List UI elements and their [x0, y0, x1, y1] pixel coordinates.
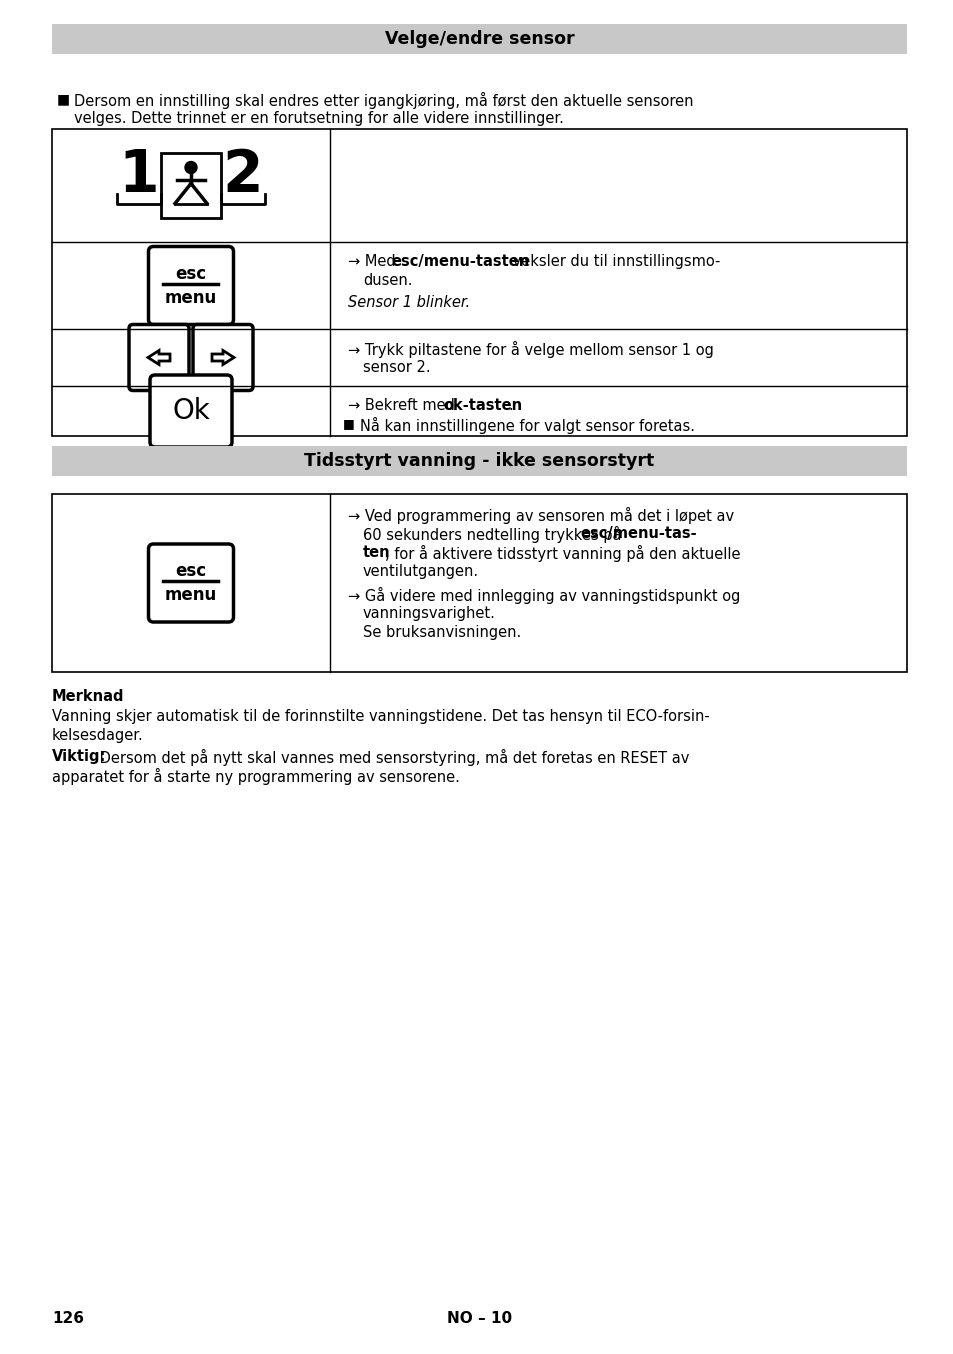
- Text: kelsesdager.: kelsesdager.: [52, 728, 144, 743]
- Text: Tidsstyrt vanning - ikke sensorstyrt: Tidsstyrt vanning - ikke sensorstyrt: [304, 452, 654, 470]
- Text: esc: esc: [175, 265, 207, 283]
- Text: ■: ■: [57, 92, 71, 106]
- Text: → Trykk piltastene for å velge mellom sensor 1 og: → Trykk piltastene for å velge mellom se…: [348, 341, 713, 357]
- Text: esc/menu-tasten: esc/menu-tasten: [391, 255, 529, 269]
- Bar: [52, 24, 906, 54]
- Text: Se bruksanvisningen.: Se bruksanvisningen.: [363, 626, 520, 640]
- FancyBboxPatch shape: [193, 325, 253, 390]
- FancyBboxPatch shape: [150, 375, 232, 447]
- Text: → Bekreft med: → Bekreft med: [348, 398, 459, 413]
- Text: Sensor 1 blinker.: Sensor 1 blinker.: [348, 295, 470, 310]
- Text: 1: 1: [118, 148, 159, 204]
- Text: Viktig:: Viktig:: [52, 749, 107, 764]
- Circle shape: [185, 161, 196, 173]
- Text: sensor 2.: sensor 2.: [363, 360, 430, 375]
- Text: ■: ■: [343, 417, 355, 431]
- Text: ventilutgangen.: ventilutgangen.: [363, 565, 478, 580]
- Bar: [161, 153, 221, 218]
- Text: → Ved programmering av sensoren må det i løpet av: → Ved programmering av sensoren må det i…: [348, 506, 734, 524]
- Text: → Med: → Med: [348, 255, 400, 269]
- Text: → Gå videre med innlegging av vanningstidspunkt og: → Gå videre med innlegging av vanningsti…: [348, 588, 740, 604]
- Text: Dersom en innstilling skal endres etter igangkjøring, må først den aktuelle sens: Dersom en innstilling skal endres etter …: [74, 92, 693, 110]
- Bar: [52, 445, 906, 477]
- FancyBboxPatch shape: [149, 246, 233, 325]
- Text: esc/menu-tas-: esc/menu-tas-: [579, 525, 696, 542]
- Text: 60 sekunders nedtelling trykkes på: 60 sekunders nedtelling trykkes på: [363, 525, 625, 543]
- Polygon shape: [212, 351, 233, 364]
- Text: Ok: Ok: [172, 397, 210, 425]
- Text: NO – 10: NO – 10: [446, 1311, 512, 1326]
- Text: Merknad: Merknad: [52, 689, 125, 704]
- Text: 2: 2: [222, 148, 263, 204]
- Text: , for å aktivere tidsstyrt vanning på den aktuelle: , for å aktivere tidsstyrt vanning på de…: [385, 546, 740, 562]
- FancyBboxPatch shape: [129, 325, 189, 390]
- Bar: [52, 129, 906, 436]
- Text: Velge/endre sensor: Velge/endre sensor: [384, 30, 574, 47]
- Text: Dersom det på nytt skal vannes med sensorstyring, må det foretas en RESET av: Dersom det på nytt skal vannes med senso…: [95, 749, 689, 766]
- FancyBboxPatch shape: [149, 544, 233, 621]
- Text: veksler du til innstillingsmo-: veksler du til innstillingsmo-: [507, 255, 720, 269]
- Text: 126: 126: [52, 1311, 84, 1326]
- Text: ok-tasten: ok-tasten: [442, 398, 521, 413]
- Bar: [52, 494, 906, 672]
- Text: menu: menu: [165, 586, 217, 604]
- Text: dusen.: dusen.: [363, 274, 412, 288]
- Polygon shape: [148, 351, 170, 364]
- Text: esc: esc: [175, 562, 207, 581]
- Text: vanningsvarighet.: vanningsvarighet.: [363, 607, 496, 621]
- Text: velges. Dette trinnet er en forutsetning for alle videre innstillinger.: velges. Dette trinnet er en forutsetning…: [74, 111, 563, 126]
- Text: menu: menu: [165, 288, 217, 307]
- Text: ten: ten: [363, 546, 390, 561]
- Text: .: .: [507, 398, 512, 413]
- Text: Vanning skjer automatisk til de forinnstilte vanningstidene. Det tas hensyn til : Vanning skjer automatisk til de forinnst…: [52, 709, 709, 724]
- Text: Nå kan innstillingene for valgt sensor foretas.: Nå kan innstillingene for valgt sensor f…: [359, 417, 695, 435]
- Text: apparatet for å starte ny programmering av sensorene.: apparatet for å starte ny programmering …: [52, 768, 459, 785]
